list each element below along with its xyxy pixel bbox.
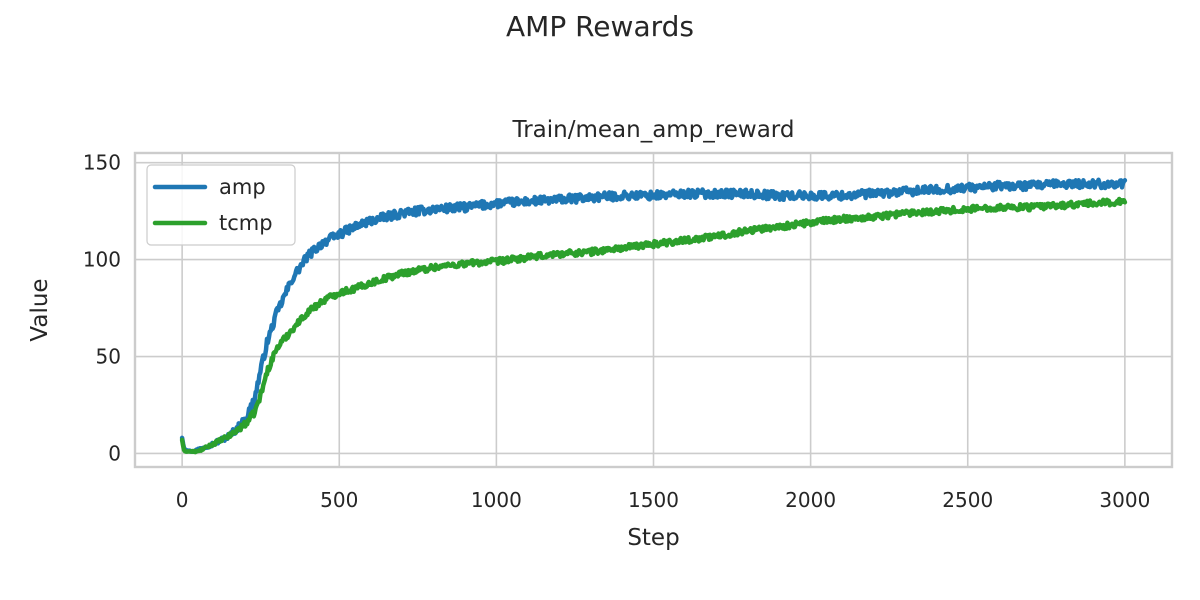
x-axis-label: Step: [627, 525, 679, 551]
y-tick-label: 150: [83, 151, 121, 175]
y-tick-label: 100: [83, 248, 121, 272]
x-tick-label: 1000: [471, 488, 522, 512]
x-tick-label: 2000: [785, 488, 836, 512]
tick-labels: 0 500 1000 1500 2000 2500 3000 0 50 100 150: [83, 151, 1151, 512]
plot-lines: [179, 177, 1128, 455]
chart-title: Train/mean_amp_reward: [512, 117, 795, 143]
x-tick-label: 2500: [942, 488, 993, 512]
x-tick-label: 1500: [628, 488, 679, 512]
legend: amp tcmp: [146, 164, 296, 246]
y-axis-label: Value: [27, 278, 53, 341]
legend-label-tcmp: tcmp: [219, 211, 273, 235]
x-tick-label: 3000: [1099, 488, 1150, 512]
y-tick-label: 0: [108, 441, 121, 465]
legend-label-amp: amp: [219, 175, 266, 199]
figure-suptitle: AMP Rewards: [506, 10, 694, 43]
x-tick-label: 0: [176, 488, 189, 512]
plot-frame: [133, 151, 1174, 469]
x-tick-label: 500: [320, 488, 358, 512]
y-tick-label: 50: [96, 345, 121, 369]
series-line-tcmp: [179, 196, 1128, 455]
series-line-amp: [179, 177, 1128, 454]
